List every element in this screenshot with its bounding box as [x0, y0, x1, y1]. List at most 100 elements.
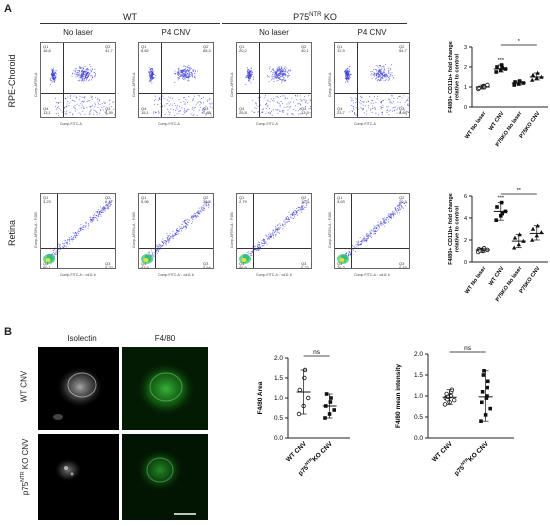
- col-title-2: P4 CNV: [161, 28, 191, 37]
- data-point: [486, 379, 490, 384]
- panel-a-letter: A: [4, 3, 12, 15]
- data-point: [481, 373, 486, 377]
- quadrant-label: Q2 6,47: [105, 195, 113, 204]
- facs-y-axis-label: Comp-AF594-A :: F480: [34, 212, 38, 248]
- data-point: [332, 408, 336, 412]
- facs-plot: Q1 3,63 Q2 20,3 Q3 0,45 Q4 76,3: [334, 193, 410, 269]
- chart-y-tick-label: 2.0: [274, 355, 283, 362]
- data-point: [494, 70, 498, 74]
- quadrant-label: Q3 0,22: [301, 261, 309, 269]
- gate-horizontal: [237, 248, 311, 249]
- data-point: [323, 416, 327, 420]
- quadrant-label: Q2 40,1: [301, 44, 309, 53]
- chart-y-tick-label: 3: [464, 45, 467, 51]
- data-point: [480, 400, 484, 405]
- quadrant-label: Q4 86,9: [239, 261, 247, 269]
- facs-y-axis-label: Comp-AF594-A: [230, 72, 234, 97]
- row-label-rpe: RPE-Choroid: [7, 54, 17, 108]
- data-point: [530, 72, 536, 77]
- facs-x-axis-label: Comp-FITC-A: [158, 122, 180, 126]
- group-underline-ko: [222, 23, 407, 24]
- row-label-retina: Retina: [7, 220, 17, 247]
- quadrant-label: Q1 5,96: [141, 195, 149, 204]
- gate-vertical: [161, 43, 162, 117]
- data-point: [297, 387, 302, 393]
- facs-plot: Q1 5,96 Q2 39,5 Q3 0,64 Q4 83,9: [138, 193, 214, 269]
- quadrant-label: Q4 76,3: [337, 261, 345, 269]
- chart-y-axis-label: F4/80+ CD11b+ fold changerelative to con…: [448, 193, 461, 265]
- col-title-3: No laser: [259, 28, 289, 37]
- quadrant-label: Q2 54,7: [399, 44, 407, 53]
- facs-plot: Q1 20,2 Q2 40,1 Q3 13,5 Q4 25,8: [236, 42, 312, 118]
- gate-horizontal: [139, 93, 213, 94]
- quadrant-label: Q4 83,9: [141, 261, 149, 269]
- quadrant-label: Q2 10,3: [301, 195, 309, 204]
- facs-x-axis-label: Comp-FITC-A :: cd11 b: [60, 273, 96, 277]
- facs-plot: Q1 3,23 Q2 6,47 Q3 0,22 Q4 90,1: [40, 193, 116, 269]
- facs-plot: Q1 16,8 Q2 41,7 Q3 4,39 Q4 13,1: [40, 42, 116, 118]
- chart-y-tick-label: 4: [464, 216, 467, 222]
- data-point: [485, 394, 489, 398]
- facs-plot: Q1 12,9 Q2 54,7 Q3 8,84 Q4 23,7: [334, 42, 410, 118]
- quadrant-label: Q2 39,5: [203, 195, 211, 204]
- gate-vertical: [253, 194, 254, 268]
- quadrant-label: Q2 68,3: [203, 44, 211, 53]
- chart-retina-fold-change: F4/80+ CD11b+ fold changerelative to con…: [448, 188, 548, 303]
- col-label-f480: F4/80: [154, 334, 176, 343]
- chart-x-tick-label: WT No laser: [464, 110, 488, 140]
- data-point: [530, 226, 536, 231]
- quadrant-label: Q1 2,79: [239, 195, 247, 204]
- row-label-wt-cnv: WT CNV: [19, 370, 29, 403]
- row-label-ko-cnv: p75NTR KO CNV: [20, 438, 30, 496]
- gate-horizontal: [139, 248, 213, 249]
- chart-y-tick-label: 0: [464, 260, 467, 266]
- data-point: [500, 66, 504, 70]
- chart-y-tick-label: 1.5: [274, 375, 283, 382]
- data-point: [451, 397, 457, 403]
- quadrant-label: Q4 90,1: [43, 261, 51, 269]
- significance-label: **: [517, 188, 522, 194]
- data-point: [530, 77, 535, 82]
- facs-y-axis-label: Comp-AF594-A: [328, 72, 332, 97]
- gate-horizontal: [41, 248, 115, 249]
- chart-x-tick-label: WT CNV: [488, 265, 506, 286]
- quadrant-label: Q2 20,3: [399, 195, 407, 204]
- col-label-isolectin: Isolectin: [67, 334, 97, 343]
- significance-label: ns: [313, 349, 321, 356]
- data-point: [324, 392, 329, 396]
- data-point: [306, 395, 311, 401]
- data-point: [329, 396, 333, 400]
- quadrant-label: Q4 15,1: [141, 106, 149, 115]
- quadrant-label: Q4 23,7: [337, 106, 345, 115]
- data-point: [512, 235, 518, 240]
- chart-y-tick-label: 2: [464, 65, 467, 71]
- chart-x-tick-label: WT CNV: [431, 440, 455, 464]
- micrograph-wt-isolectin: [38, 347, 119, 430]
- chart-y-tick-label: 0.0: [274, 435, 283, 442]
- significance-label: *: [518, 39, 521, 45]
- group-title-wt: WT: [123, 12, 137, 22]
- quadrant-label: Q3 0,45: [399, 261, 407, 269]
- gate-horizontal: [41, 93, 115, 94]
- data-point: [512, 245, 517, 250]
- chart-x-tick-label: WT CNV: [285, 440, 309, 464]
- chart-y-tick-label: 1.0: [274, 395, 283, 402]
- data-point: [494, 218, 498, 222]
- chart-y-axis-label: F4/80+ CD11b+ fold changerelative to con…: [448, 41, 461, 113]
- data-point: [479, 419, 483, 423]
- facs-y-axis-label: Comp-AF594-A: [132, 72, 136, 97]
- significance-label: ***: [498, 196, 505, 202]
- data-point: [328, 400, 333, 404]
- micrograph-ko-f480: [122, 434, 208, 520]
- chart-y-tick-label: 6: [464, 194, 467, 200]
- chart-y-tick-label: 1.5: [414, 372, 423, 379]
- data-point: [484, 396, 489, 400]
- facs-y-axis-label: Comp-AF594-A :: F480: [230, 212, 234, 248]
- quadrant-label: Q1 16,8: [43, 44, 51, 53]
- facs-x-axis-label: Comp-FITC-A: [60, 122, 82, 126]
- gate-horizontal: [237, 93, 311, 94]
- data-point: [480, 390, 485, 394]
- data-point: [500, 211, 504, 216]
- data-point: [495, 205, 499, 209]
